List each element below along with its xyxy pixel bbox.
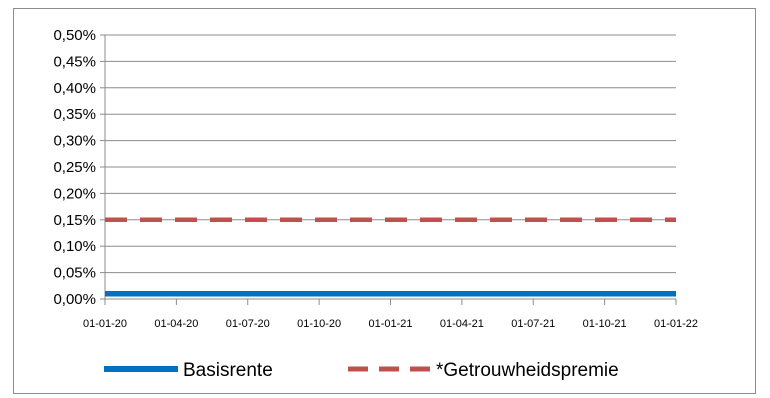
x-tick-label: 01-01-21 bbox=[368, 318, 412, 330]
y-tick-label: 0,20% bbox=[53, 185, 96, 202]
y-tick-label: 0,05% bbox=[53, 265, 96, 282]
x-tick-label: 01-10-20 bbox=[297, 318, 341, 330]
x-tick-label: 01-04-20 bbox=[154, 318, 198, 330]
legend: Basisrente *Getrouwheidspremie bbox=[104, 360, 619, 381]
y-tick-label: 0,10% bbox=[53, 238, 96, 255]
legend-label-1: Basisrente bbox=[183, 360, 273, 381]
y-tick-label: 0,50% bbox=[53, 27, 96, 44]
x-tick-label: 01-10-21 bbox=[583, 318, 627, 330]
x-axis-tick-labels: 01-01-20 01-04-20 01-07-20 01-10-20 01-01-21… bbox=[83, 318, 698, 330]
y-tick-label: 0,00% bbox=[53, 291, 96, 308]
x-tick-label: 01-01-22 bbox=[654, 318, 698, 330]
x-tick-label: 01-01-20 bbox=[83, 318, 127, 330]
y-tick-label: 0,15% bbox=[53, 212, 96, 229]
gridlines bbox=[105, 34, 676, 274]
x-tick-label: 01-07-20 bbox=[226, 318, 270, 330]
x-tick-label: 01-04-21 bbox=[440, 318, 484, 330]
y-tick-label: 0,30% bbox=[53, 133, 96, 150]
x-tick-label: 01-07-21 bbox=[511, 318, 555, 330]
series-lines bbox=[105, 217, 676, 297]
legend-label-2: *Getrouwheidspremie bbox=[436, 360, 619, 381]
chart-frame bbox=[13, 8, 756, 394]
axes bbox=[100, 34, 677, 305]
y-tick-label: 0,35% bbox=[53, 106, 96, 123]
y-tick-label: 0,40% bbox=[53, 80, 96, 97]
y-axis-tick-labels: 0,00% 0,05% 0,10% 0,15% 0,20% 0,25% 0,30% 0,35%… bbox=[53, 27, 96, 308]
y-tick-label: 0,25% bbox=[53, 159, 96, 176]
y-tick-label: 0,45% bbox=[53, 53, 96, 70]
